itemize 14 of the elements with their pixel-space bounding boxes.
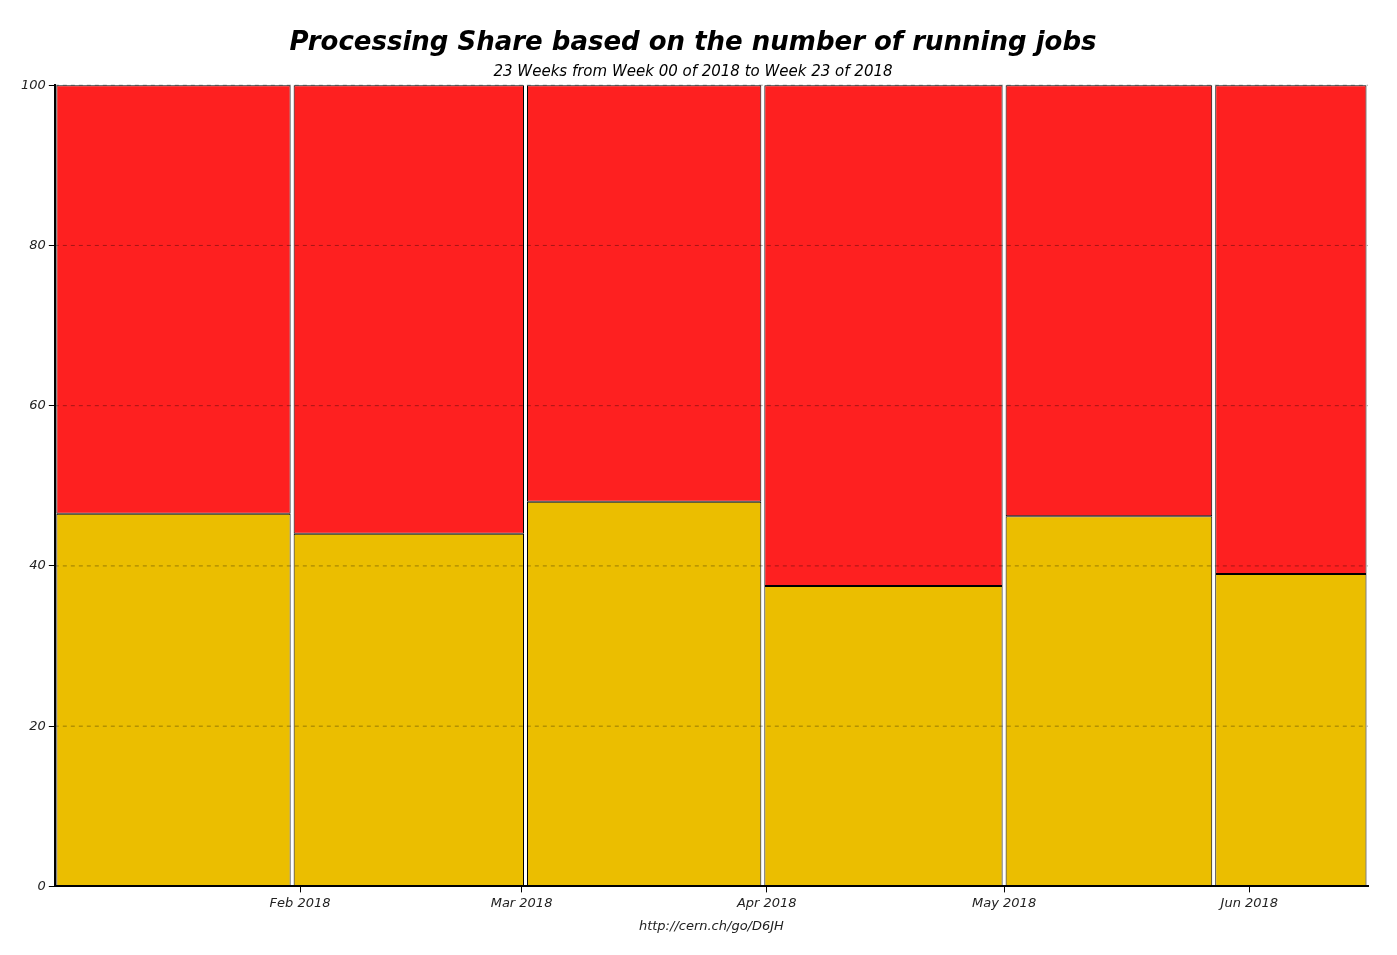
y-tick-label: 0 bbox=[37, 877, 46, 893]
chart-title: Processing Share based on the number of running jobs bbox=[289, 26, 1097, 57]
x-tick-label: Jun 2018 bbox=[1217, 894, 1279, 910]
y-tick-label: 100 bbox=[20, 76, 46, 92]
text: http://cern.ch/go/D6JH bbox=[638, 918, 785, 933]
y-tick-label: 80 bbox=[29, 236, 46, 252]
chart-subtitle: 23 Weeks from Week 00 of 2018 to Week 23 of 2018 bbox=[493, 62, 893, 81]
x-tick-label: May 2018 bbox=[972, 894, 1037, 910]
x-tick-label: Mar 2018 bbox=[490, 894, 553, 910]
x-tick-label: Feb 2018 bbox=[269, 894, 331, 910]
y-tick-label: 60 bbox=[29, 397, 46, 413]
y-tick-label: 40 bbox=[29, 557, 46, 573]
x-tick-label: Apr 2018 bbox=[735, 894, 797, 910]
y-tick-label: 20 bbox=[29, 717, 46, 733]
